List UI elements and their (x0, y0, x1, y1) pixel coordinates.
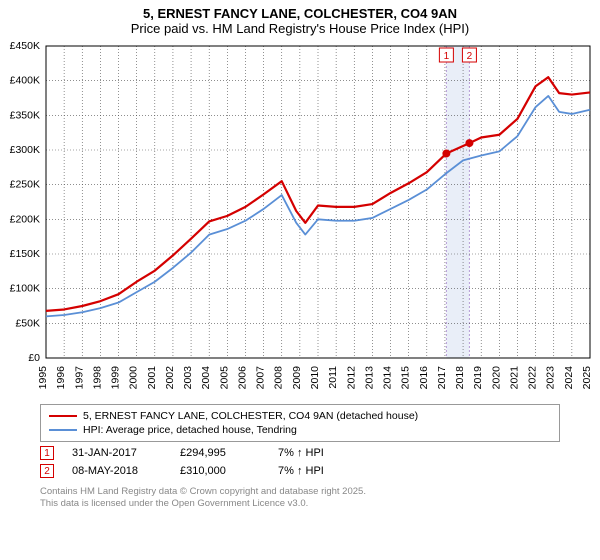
sale-flag-num: 2 (467, 51, 473, 62)
footer-attribution: Contains HM Land Registry data © Crown c… (40, 486, 560, 510)
x-tick-label: 2018 (454, 366, 466, 390)
y-tick-label: £50K (15, 317, 40, 329)
x-tick-label: 2014 (382, 366, 394, 390)
sales-table: 1 31-JAN-2017 £294,995 7% ↑ HPI 2 08-MAY-2018… (40, 444, 560, 480)
x-tick-label: 2016 (418, 366, 430, 390)
x-tick-label: 1999 (110, 366, 122, 390)
sale-marker: 1 (40, 446, 54, 460)
chart-svg: £0 £50K £100K £150K £200K £250K £300K £350K £400… (0, 38, 600, 398)
sale-marker: 2 (40, 464, 54, 478)
plot-area: £0 £50K £100K £150K £200K £250K £300K £350K £400… (0, 38, 600, 398)
x-tick-label: 2015 (400, 366, 412, 390)
x-tick-label: 2022 (527, 366, 539, 390)
chart-container: 5, ERNEST FANCY LANE, COLCHESTER, CO4 9A… (0, 0, 600, 510)
sale-date: 08-MAY-2018 (72, 465, 162, 477)
x-tick-label: 2023 (545, 366, 557, 390)
x-tick-label: 2003 (182, 366, 194, 390)
x-tick-label: 2009 (291, 366, 303, 390)
highlight-band (446, 46, 469, 358)
x-tick-label: 2004 (200, 366, 212, 390)
x-tick-label: 1995 (37, 366, 49, 390)
sale-price: £310,000 (180, 465, 260, 477)
x-tick-label: 2019 (472, 366, 484, 390)
legend-swatch (49, 429, 77, 431)
title-subtitle: Price paid vs. HM Land Registry's House … (0, 21, 600, 36)
sale-diff: 7% ↑ HPI (278, 465, 368, 477)
x-tick-label: 1996 (55, 366, 67, 390)
legend-swatch (49, 415, 77, 417)
legend-label: HPI: Average price, detached house, Tend… (83, 424, 297, 436)
x-tick-label: 2011 (327, 366, 339, 389)
x-tick-label: 2025 (581, 366, 593, 390)
x-tick-label: 2012 (345, 366, 357, 390)
x-tick-label: 2000 (128, 366, 140, 390)
x-tick-label: 2020 (490, 366, 502, 390)
y-tick-label: £150K (10, 248, 40, 260)
sale-diff: 7% ↑ HPI (278, 447, 368, 459)
y-tick-label: £250K (10, 179, 40, 191)
x-tick-label: 2006 (236, 366, 248, 390)
sale-row: 2 08-MAY-2018 £310,000 7% ↑ HPI (40, 462, 560, 480)
sale-dot (465, 139, 473, 147)
sale-dot (442, 149, 450, 157)
x-tick-label: 2010 (309, 366, 321, 390)
y-tick-label: £400K (10, 75, 40, 87)
y-tick-label: £0 (28, 352, 40, 364)
sale-price: £294,995 (180, 447, 260, 459)
x-tick-label: 2007 (255, 366, 267, 390)
y-tick-label: £350K (10, 109, 40, 121)
x-tick-label: 2008 (273, 366, 285, 390)
footer-line2: This data is licensed under the Open Gov… (40, 498, 560, 510)
legend-row: 5, ERNEST FANCY LANE, COLCHESTER, CO4 9A… (49, 409, 551, 423)
legend-box: 5, ERNEST FANCY LANE, COLCHESTER, CO4 9A… (40, 404, 560, 442)
x-tick-label: 2005 (218, 366, 230, 390)
sale-date: 31-JAN-2017 (72, 447, 162, 459)
y-tick-label: £100K (10, 283, 40, 295)
x-tick-label: 2024 (563, 366, 575, 390)
sale-flag-num: 1 (444, 51, 450, 62)
x-tick-label: 2001 (146, 366, 158, 390)
x-tick-label: 2021 (508, 366, 520, 390)
x-tick-label: 1998 (91, 366, 103, 390)
x-tick-label: 2017 (436, 366, 448, 390)
sale-row: 1 31-JAN-2017 £294,995 7% ↑ HPI (40, 444, 560, 462)
legend-row: HPI: Average price, detached house, Tend… (49, 423, 551, 437)
title-block: 5, ERNEST FANCY LANE, COLCHESTER, CO4 9A… (0, 0, 600, 38)
y-tick-label: £300K (10, 144, 40, 156)
x-tick-label: 1997 (73, 366, 85, 390)
y-tick-label: £200K (10, 213, 40, 225)
title-address: 5, ERNEST FANCY LANE, COLCHESTER, CO4 9A… (0, 6, 600, 21)
legend-label: 5, ERNEST FANCY LANE, COLCHESTER, CO4 9A… (83, 410, 418, 422)
y-tick-label: £450K (10, 40, 40, 52)
x-tick-label: 2002 (164, 366, 176, 390)
x-tick-label: 2013 (363, 366, 375, 390)
footer-line1: Contains HM Land Registry data © Crown c… (40, 486, 560, 498)
